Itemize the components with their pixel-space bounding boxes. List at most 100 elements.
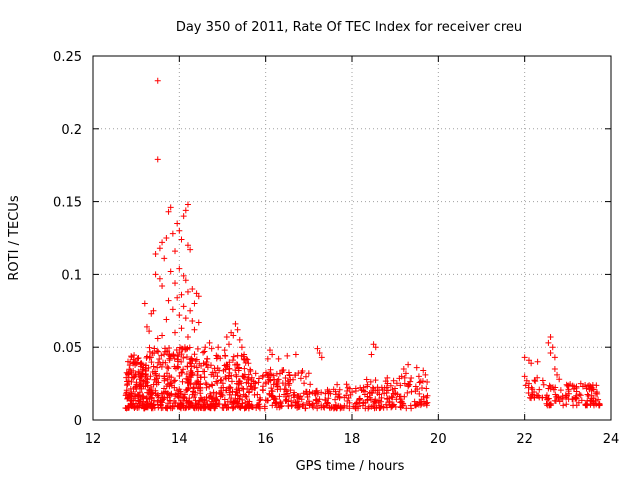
- data-point: [161, 385, 168, 392]
- data-point: [553, 393, 560, 400]
- data-point: [236, 336, 243, 343]
- data-point: [163, 316, 170, 323]
- data-point: [138, 373, 145, 380]
- data-point: [326, 388, 333, 395]
- data-point: [357, 384, 364, 391]
- data-point: [390, 377, 397, 384]
- data-point: [191, 351, 198, 358]
- data-point: [157, 397, 164, 404]
- data-point: [295, 395, 302, 402]
- data-point: [174, 294, 181, 301]
- data-point: [578, 397, 585, 404]
- data-point: [175, 358, 182, 365]
- data-point: [545, 385, 552, 392]
- data-point: [175, 353, 182, 360]
- data-point: [584, 397, 591, 404]
- data-point: [131, 395, 138, 402]
- data-point: [180, 213, 187, 220]
- data-point: [531, 394, 538, 401]
- data-point: [314, 405, 321, 412]
- data-point: [197, 404, 204, 411]
- data-point: [163, 370, 170, 377]
- y-tick-label: 0.1: [61, 268, 82, 283]
- data-point: [206, 383, 213, 390]
- data-point: [135, 372, 142, 379]
- data-point: [233, 386, 240, 393]
- data-point: [247, 368, 254, 375]
- data-point: [166, 351, 173, 358]
- data-point: [185, 384, 192, 391]
- data-point: [368, 389, 375, 396]
- data-point: [184, 201, 191, 208]
- data-point: [148, 400, 155, 407]
- data-point: [197, 374, 204, 381]
- data-point: [279, 380, 286, 387]
- data-point: [186, 376, 193, 383]
- data-point: [182, 404, 189, 411]
- data-point: [259, 373, 266, 380]
- data-point: [424, 378, 431, 385]
- data-point: [354, 399, 361, 406]
- data-point: [159, 332, 166, 339]
- data-point: [214, 380, 221, 387]
- data-point: [341, 394, 348, 401]
- data-point: [314, 391, 321, 398]
- x-tick-label: 20: [430, 432, 447, 447]
- data-point: [295, 404, 302, 411]
- data-point: [583, 400, 590, 407]
- data-point: [203, 394, 210, 401]
- data-point: [592, 390, 599, 397]
- data-point: [166, 345, 173, 352]
- data-point: [365, 405, 372, 412]
- data-point: [372, 377, 379, 384]
- data-point: [564, 382, 571, 389]
- data-point: [171, 384, 178, 391]
- data-point: [539, 394, 546, 401]
- data-point: [382, 378, 389, 385]
- data-point: [225, 341, 232, 348]
- data-point: [128, 353, 135, 360]
- data-point: [331, 404, 338, 411]
- data-point: [301, 380, 308, 387]
- data-point: [242, 399, 249, 406]
- data-point: [161, 255, 168, 262]
- data-point: [298, 369, 305, 376]
- data-point: [274, 383, 281, 389]
- data-point: [534, 358, 541, 365]
- data-point: [362, 400, 369, 407]
- data-point: [139, 399, 146, 406]
- data-point: [128, 378, 135, 385]
- x-tick-label: 22: [516, 432, 533, 447]
- data-point: [593, 382, 600, 389]
- data-point: [125, 371, 132, 378]
- data-point: [187, 307, 194, 314]
- data-point: [171, 363, 178, 370]
- data-point: [206, 394, 213, 401]
- data-point: [346, 405, 353, 412]
- data-point: [127, 397, 134, 404]
- data-point: [202, 380, 209, 387]
- x-tick-label: 16: [257, 432, 274, 447]
- data-point: [190, 388, 197, 395]
- data-point: [131, 373, 138, 380]
- data-point: [377, 398, 384, 405]
- data-point: [401, 380, 408, 387]
- data-point: [146, 328, 153, 335]
- data-point: [143, 323, 150, 330]
- data-point: [347, 391, 354, 398]
- data-point: [525, 380, 532, 387]
- data-point: [292, 402, 299, 409]
- data-point: [525, 389, 532, 396]
- data-point: [267, 377, 274, 384]
- data-point: [213, 400, 220, 407]
- data-point: [148, 310, 155, 317]
- data-point: [560, 402, 567, 409]
- data-point: [124, 381, 131, 388]
- data-point: [125, 378, 132, 385]
- data-point: [208, 345, 215, 352]
- data-point: [286, 380, 293, 387]
- data-point: [397, 382, 404, 389]
- data-point: [194, 401, 201, 408]
- data-point: [268, 371, 275, 378]
- data-point: [178, 325, 185, 332]
